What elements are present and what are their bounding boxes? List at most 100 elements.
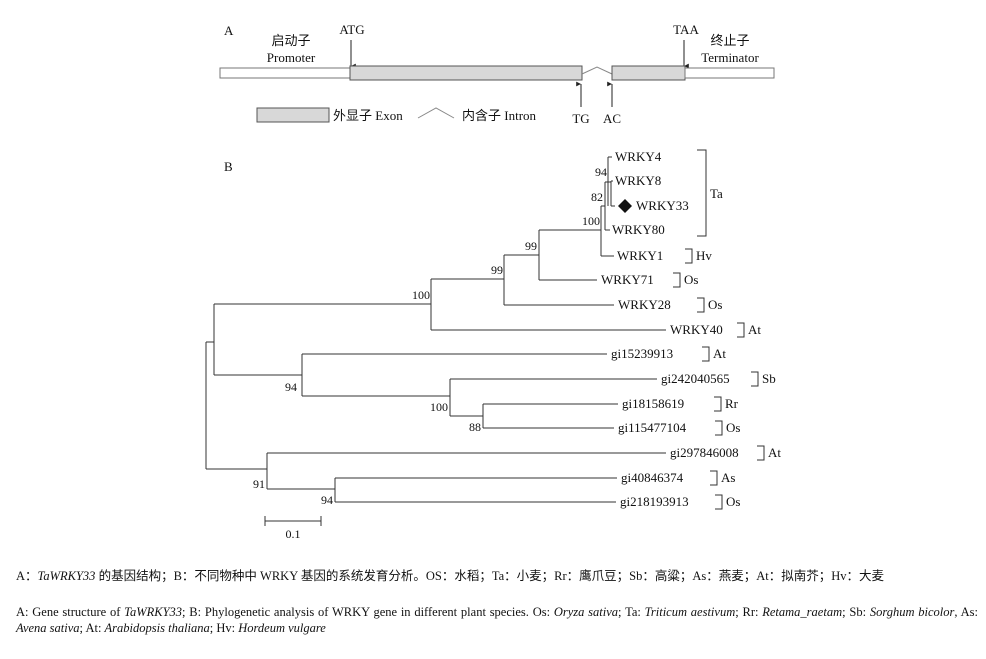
bootstrap-value: 99 — [491, 263, 503, 277]
bootstrap-value: 100 — [582, 214, 600, 228]
taxon-label: gi15239913 — [611, 346, 673, 361]
taxon-label: WRKY40 — [670, 322, 723, 337]
group-bracket-ta — [697, 149, 707, 237]
exon-1 — [349, 65, 583, 81]
bootstrap-value: 94 — [285, 380, 297, 394]
legend-intron-symbol — [417, 107, 455, 119]
taxon-label: gi40846374 — [621, 470, 684, 485]
taxon-labels: WRKY4 WRKY8 WRKY33 WRKY80 WRKY1 WRKY71 W… — [601, 149, 739, 509]
group-bracket-sb — [751, 371, 759, 387]
promoter-region — [219, 67, 352, 79]
group-label: As — [721, 470, 735, 485]
caption-species-os: Oryza sativa — [553, 605, 619, 619]
caption-text: ; Ta: — [618, 605, 645, 619]
group-bracket-os3 — [715, 420, 723, 436]
splice-acceptor-label: AC — [603, 111, 621, 126]
group-label: Ta — [710, 186, 723, 201]
caption-species-ta: Triticum aestivum — [644, 605, 736, 619]
taxon-label: WRKY80 — [612, 222, 665, 237]
panel-a-label: A — [224, 23, 234, 38]
group-bracket-os4 — [715, 494, 723, 510]
caption-species-rr: Retama_raetam — [762, 605, 843, 619]
group-bracket-at3 — [757, 445, 765, 461]
taxon-label: gi297846008 — [670, 445, 739, 460]
splice-donor-label: TG — [572, 111, 589, 126]
caption-text: ; Rr: — [735, 605, 763, 619]
panel-a-gene-structure: A 启动子 Promoter ATG TAA 终止子 Terminator TG… — [219, 22, 775, 126]
bootstrap-value: 94 — [321, 493, 333, 507]
promoter-label-cn: 启动子 — [271, 33, 310, 48]
group-bracket-rr — [714, 396, 722, 412]
group-bracket-os2 — [697, 297, 705, 313]
group-label: Os — [726, 420, 740, 435]
bootstrap-value: 88 — [469, 420, 481, 434]
taxon-label: WRKY33 — [636, 198, 689, 213]
species-brackets — [673, 149, 765, 510]
bootstrap-value: 82 — [591, 190, 603, 204]
bootstrap-values: 94 82 100 99 99 100 94 100 88 91 94 — [253, 165, 607, 507]
caption-text: A: Gene structure of — [16, 605, 125, 619]
caption-gene-name: TaWRKY33 — [124, 605, 183, 619]
diamond-marker-icon — [618, 199, 632, 213]
species-labels: Ta Hv Os Os At At Sb Rr Os At As Os — [684, 186, 781, 509]
group-label: At — [713, 346, 726, 361]
taxon-label: WRKY4 — [615, 149, 662, 164]
caption-text: ; Hv: — [209, 621, 239, 635]
bootstrap-value: 100 — [430, 400, 448, 414]
tree-branches — [205, 156, 666, 503]
scale-bar: 0.1 — [264, 516, 322, 541]
taxon-label: WRKY8 — [615, 173, 661, 188]
terminator-label-cn: 终止子 — [710, 33, 749, 48]
taxon-label: WRKY71 — [601, 272, 654, 287]
stop-codon-label: TAA — [673, 22, 699, 37]
group-bracket-at1 — [737, 322, 745, 338]
scale-bar-label: 0.1 — [286, 527, 301, 541]
caption-text: ; B: Phylogenetic analysis of WRKY gene … — [182, 605, 554, 619]
taxon-label: gi242040565 — [661, 371, 730, 386]
caption-species-hv: Hordeum vulgare — [238, 621, 326, 635]
legend-exon-label: 外显子 Exon — [333, 108, 403, 123]
panel-b-tree: B — [205, 149, 781, 541]
caption-text: , As: — [954, 605, 978, 619]
group-label: Hv — [696, 248, 712, 263]
figure-caption-chinese: A：TaWRKY33 的基因结构；B：不同物种中 WRKY 基因的系统发育分析。… — [16, 568, 978, 584]
group-bracket-os1 — [673, 272, 681, 288]
caption-text: A： — [16, 569, 38, 583]
group-bracket-at2 — [702, 346, 710, 362]
bootstrap-value: 100 — [412, 288, 430, 302]
group-bracket-hv — [685, 248, 693, 264]
caption-species-at: Arabidopsis thaliana — [104, 621, 210, 635]
taxon-label: gi18158619 — [622, 396, 684, 411]
panel-b-label: B — [224, 159, 233, 174]
legend-intron-label: 内含子 Intron — [462, 108, 537, 123]
bootstrap-value: 94 — [595, 165, 607, 179]
legend-exon-swatch — [256, 107, 330, 123]
group-bracket-as — [710, 470, 718, 486]
group-label: Sb — [762, 371, 776, 386]
start-codon-label: ATG — [339, 22, 364, 37]
intron — [581, 66, 613, 75]
figure-canvas: A 启动子 Promoter ATG TAA 终止子 Terminator TG… — [205, 22, 781, 541]
taxon-label: gi218193913 — [620, 494, 689, 509]
bootstrap-value: 91 — [253, 477, 265, 491]
exon-2 — [611, 65, 686, 81]
bootstrap-value: 99 — [525, 239, 537, 253]
group-label: At — [768, 445, 781, 460]
taxon-label: gi115477104 — [618, 420, 687, 435]
taxon-label: WRKY1 — [617, 248, 663, 263]
caption-species-as: Avena sativa — [16, 621, 80, 635]
caption-gene-name: TaWRKY33 — [37, 569, 96, 583]
caption-text: 的基因结构；B：不同物种中 WRKY 基因的系统发育分析。OS：水稻；Ta：小麦… — [95, 569, 885, 583]
terminator-label-en: Terminator — [701, 50, 759, 65]
group-label: Os — [708, 297, 722, 312]
group-label: At — [748, 322, 761, 337]
caption-species-sb: Sorghum bicolor — [869, 605, 955, 619]
caption-text: ; Sb: — [842, 605, 870, 619]
taxon-label: WRKY28 — [618, 297, 671, 312]
promoter-label-en: Promoter — [267, 50, 316, 65]
figure-caption-english: A: Gene structure of TaWRKY33; B: Phylog… — [16, 604, 978, 636]
group-label: Rr — [725, 396, 739, 411]
caption-text: ; At: — [79, 621, 105, 635]
terminator-region — [684, 67, 775, 79]
group-label: Os — [684, 272, 698, 287]
